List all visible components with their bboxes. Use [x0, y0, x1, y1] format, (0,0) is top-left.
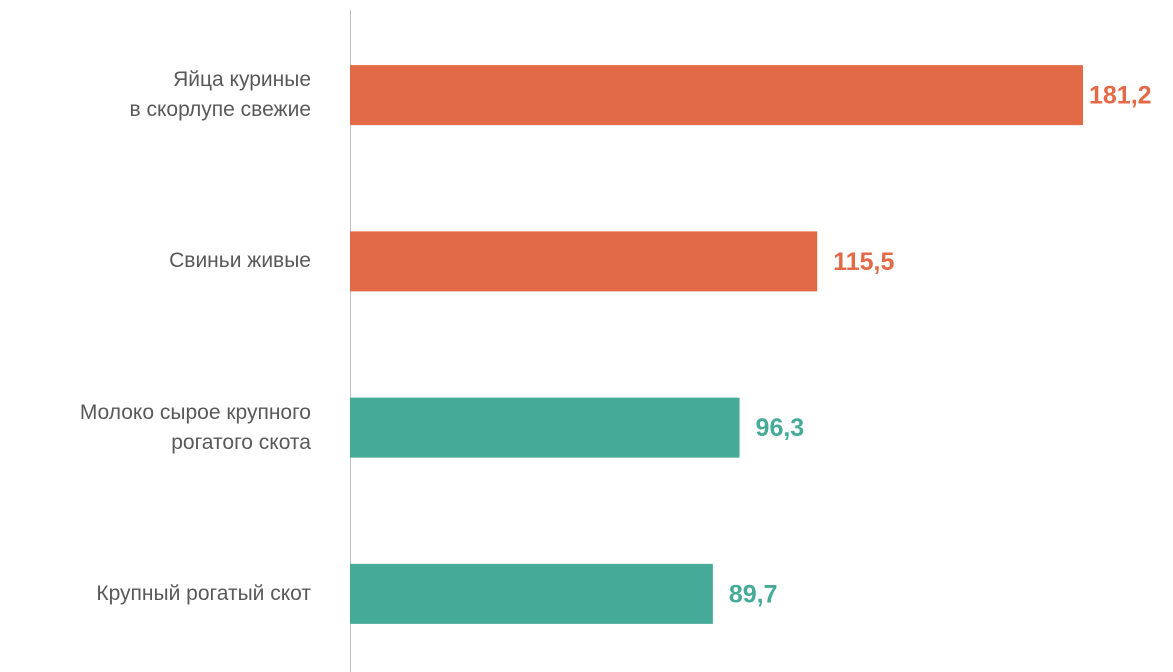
category-label: Яйца куриные в скорлупе свежие: [129, 68, 311, 122]
bar: [350, 65, 1083, 126]
category-label: Свиньи живые: [169, 249, 311, 273]
category-label: Крупный рогатый скот: [96, 581, 311, 605]
value-label: 96,3: [756, 414, 805, 442]
value-label: 115,5: [833, 248, 894, 276]
bar: [350, 397, 740, 458]
bar: [350, 563, 713, 624]
bar: [350, 231, 818, 292]
value-label: 89,7: [729, 580, 778, 608]
value-label: 181,2: [1089, 82, 1152, 110]
category-label: Молоко сырое крупного рогатого скота: [79, 400, 311, 454]
